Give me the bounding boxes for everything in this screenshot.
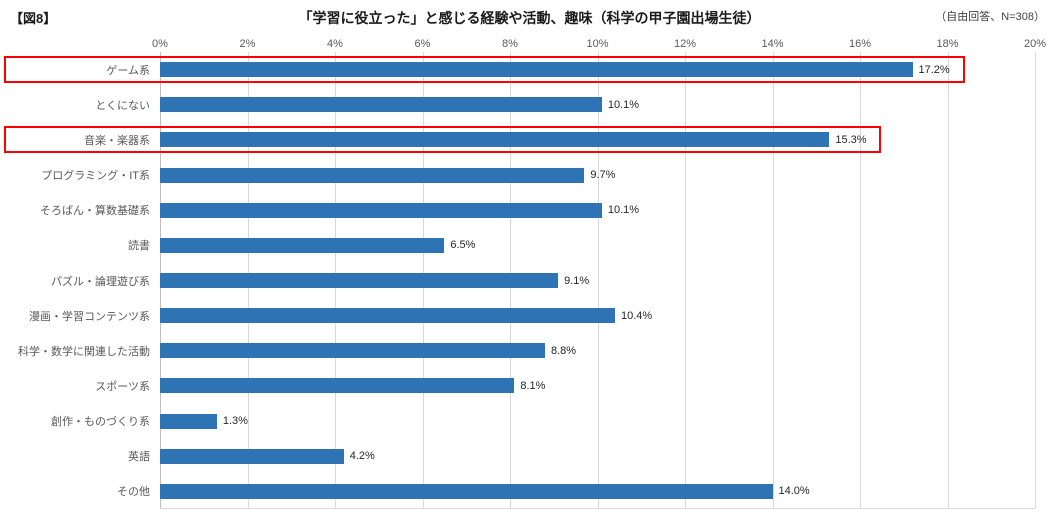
chart-row: 英語 4.2% (0, 439, 1059, 474)
bar-track: 14.0% (160, 474, 1059, 509)
category-label: スポーツ系 (95, 380, 150, 393)
bar-track: 10.1% (160, 87, 1059, 122)
value-label: 14.0% (778, 485, 810, 498)
value-label: 10.4% (621, 309, 653, 322)
x-tick-label: 6% (414, 38, 431, 50)
category-label: その他 (117, 486, 150, 499)
bar-track: 9.7% (160, 157, 1059, 192)
gridline (947, 52, 949, 508)
value-label: 9.1% (564, 274, 590, 287)
value-label: 8.8% (551, 344, 577, 357)
category-label: 読書 (128, 240, 150, 253)
category-label: そろばん・算数基礎系 (40, 205, 150, 218)
chart-row: その他 14.0% (0, 474, 1059, 509)
category-label: 科学・数学に関連した活動 (18, 345, 150, 358)
value-label: 4.2% (349, 450, 375, 463)
bar-track: 9.1% (160, 263, 1059, 298)
category-label: 創作・ものづくり系 (51, 416, 150, 429)
bar (160, 273, 559, 289)
chart-title: 「学習に役立った」と感じる経験や活動、趣味（科学の甲子園出場生徒） (298, 10, 761, 26)
bar (160, 237, 445, 253)
x-tick-label: 10% (586, 38, 609, 50)
bar (160, 448, 344, 464)
x-tick-label: 2% (239, 38, 256, 50)
bar-track: 1.3% (160, 404, 1059, 439)
bar (160, 167, 585, 183)
gridline (772, 52, 774, 508)
figure-label: 【図8】 (10, 11, 57, 26)
bar-track: 17.2% (160, 52, 1059, 87)
chart-row: そろばん・算数基礎系 10.1% (0, 193, 1059, 228)
x-tick-label: 4% (327, 38, 343, 50)
bar-track: 15.3% (160, 122, 1059, 157)
chart-row: 創作・ものづくり系 1.3% (0, 404, 1059, 439)
value-label: 1.3% (222, 415, 248, 428)
bar (160, 378, 515, 394)
bar (160, 97, 602, 113)
value-label: 15.3% (835, 133, 867, 146)
gridline (860, 52, 861, 508)
bar-track: 10.1% (160, 193, 1059, 228)
bar-track: 10.4% (160, 298, 1059, 333)
category-label: プログラミング・IT系 (41, 170, 150, 183)
response-note: （自由回答、N=308） (935, 11, 1045, 23)
gridline (1035, 52, 1036, 508)
x-tick-label: 16% (848, 38, 872, 50)
category-label: ゲーム系 (106, 64, 150, 77)
gridline (597, 52, 599, 508)
gridline (685, 52, 686, 508)
value-label: 8.1% (520, 379, 546, 392)
value-label: 17.2% (918, 63, 950, 76)
bar-track: 4.2% (160, 439, 1059, 474)
bar (160, 483, 773, 499)
bar (160, 343, 545, 359)
bar (160, 62, 913, 78)
category-label: 漫画・学習コンテンツ系 (29, 310, 150, 323)
bar-track: 8.8% (160, 333, 1059, 368)
chart-row: スポーツ系 8.1% (0, 368, 1059, 403)
chart-row: 科学・数学に関連した活動 8.8% (0, 333, 1059, 368)
category-label: 音楽・楽器系 (84, 134, 150, 147)
bar (160, 202, 602, 218)
chart-row: パズル・論理遊び系 9.1% (0, 263, 1059, 298)
chart-row: とくにない 10.1% (0, 87, 1059, 122)
x-tick-label: 0% (152, 38, 168, 50)
bar-rows: ゲーム系 17.2% とくにない 10.1% 音楽・楽器系 15.3% プログラミング・IT… (0, 52, 1059, 509)
value-label: 9.7% (590, 169, 616, 182)
bar-track: 8.1% (160, 368, 1059, 403)
chart-row: プログラミング・IT系 9.7% (0, 157, 1059, 192)
bar (160, 308, 615, 324)
value-label: 10.1% (607, 98, 640, 111)
value-label: 10.1% (607, 204, 640, 217)
x-tick-label: 14% (761, 38, 784, 50)
bar-track: 6.5% (160, 228, 1059, 263)
x-tick-label: 12% (673, 38, 697, 50)
x-tick-label: 18% (936, 38, 959, 50)
chart-row: 読書 6.5% (0, 228, 1059, 263)
category-label: とくにない (95, 99, 150, 112)
category-label: パズル・論理遊び系 (51, 275, 150, 288)
chart-row: 音楽・楽器系 15.3% (0, 122, 1059, 157)
chart-row: ゲーム系 17.2% (0, 52, 1059, 87)
value-label: 6.5% (450, 239, 476, 252)
x-tick-label: 8% (502, 38, 518, 50)
bar (160, 132, 830, 148)
chart-row: 漫画・学習コンテンツ系 10.4% (0, 298, 1059, 333)
x-tick-label: 20% (1023, 38, 1047, 50)
category-label: 英語 (128, 451, 150, 464)
bar (160, 413, 217, 429)
